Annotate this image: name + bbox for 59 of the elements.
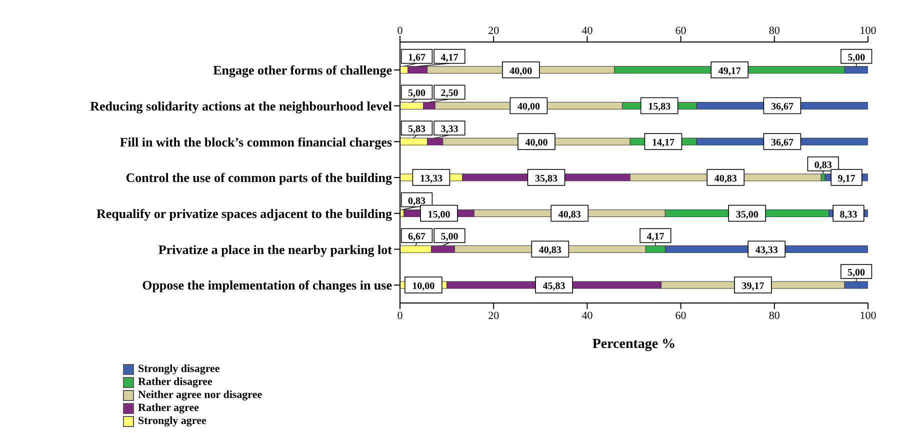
- x-tick-label: 80: [768, 310, 780, 322]
- x2-tick-label: 80: [768, 25, 780, 37]
- data-label: 5,00: [848, 267, 866, 278]
- x-tick-label: 40: [582, 310, 594, 322]
- data-label: 36,67: [770, 102, 794, 113]
- data-label: 45,83: [542, 280, 566, 292]
- x2-tick-label: 100: [860, 25, 877, 37]
- y-tick-label: Control the use of common parts of the building: [126, 170, 392, 186]
- legend-label: Neither agree nor disagree: [138, 389, 262, 402]
- data-label: 2,50: [440, 88, 458, 100]
- y-tick-label: Privatize a place in the nearby parking lot: [158, 242, 393, 257]
- x-tick-label: 100: [860, 310, 877, 322]
- data-label: 13,33: [420, 173, 442, 184]
- data-label: 15,00: [428, 209, 450, 220]
- y-tick-label: Engage other forms of challenge: [213, 62, 392, 78]
- data-label: 40,83: [538, 245, 562, 256]
- data-label: 14,17: [652, 138, 674, 149]
- data-label: 4,17: [440, 52, 458, 64]
- x-tick-label: 0: [397, 310, 404, 322]
- data-label: 36,67: [770, 138, 794, 149]
- x-axis-title: Percentage %: [592, 337, 676, 352]
- data-label: 40,83: [714, 173, 737, 184]
- data-label: 5,83: [408, 124, 426, 136]
- data-label: 9,17: [838, 173, 856, 184]
- legend-label: Rather disagree: [138, 376, 212, 389]
- data-label: 40,00: [517, 102, 540, 113]
- data-label: 40,83: [558, 209, 581, 220]
- y-tick-label: Requalify or privatize spaces adjacent to the building: [96, 206, 392, 221]
- x-tick-label: 20: [488, 310, 500, 322]
- data-label: 0,83: [408, 196, 426, 207]
- data-label: 0,83: [814, 160, 832, 171]
- y-tick-label: Fill in with the block’s common financial charges: [120, 134, 392, 150]
- legend-label: Strongly agree: [138, 415, 206, 428]
- data-label: 4,17: [646, 232, 664, 243]
- data-label: 39,17: [742, 280, 764, 292]
- x2-tick-label: 20: [488, 25, 500, 37]
- data-label: 8,33: [840, 209, 858, 220]
- x2-tick-label: 40: [582, 25, 594, 37]
- legend-label: Strongly disagree: [138, 363, 220, 376]
- data-label: 35,83: [534, 173, 558, 184]
- data-label: 35,00: [736, 209, 758, 220]
- legend-label: Rather agree: [138, 402, 199, 415]
- y-tick-label: Reducing solidarity actions at the neighbourhood level: [90, 98, 392, 114]
- data-label: 1,67: [408, 52, 426, 64]
- x2-tick-label: 60: [675, 25, 687, 37]
- data-label: 49,17: [718, 66, 741, 77]
- y-tick-label: Oppose the implementation of changes in use: [142, 278, 392, 293]
- data-label: 40,00: [510, 66, 532, 77]
- data-label: 5,00: [408, 88, 426, 100]
- data-label: 6,67: [408, 232, 426, 243]
- data-label: 43,33: [755, 245, 778, 256]
- data-label: 5,00: [440, 232, 458, 243]
- x-tick-label: 60: [675, 310, 687, 322]
- x2-tick-label: 0: [397, 25, 404, 37]
- data-label: 10,00: [412, 280, 435, 292]
- data-label: 40,00: [525, 138, 548, 149]
- data-label: 15,83: [648, 102, 671, 113]
- data-label: 5,00: [848, 52, 866, 64]
- data-label: 3,33: [440, 124, 458, 136]
